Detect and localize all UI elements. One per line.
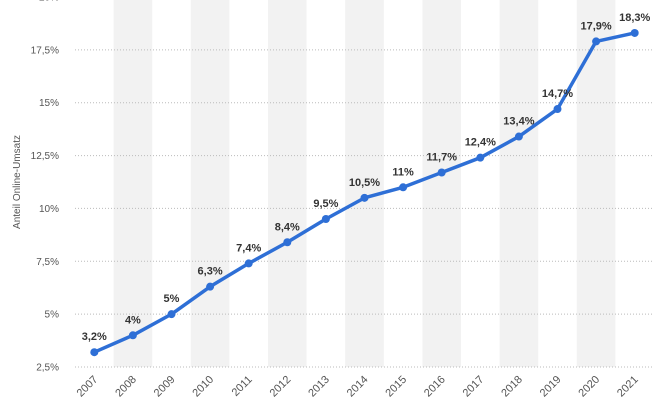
data-label: 10,5%	[349, 177, 380, 189]
column-bands	[113, 0, 616, 367]
x-tick-label: 2021	[615, 374, 641, 400]
data-point	[399, 183, 408, 192]
data-points	[90, 28, 639, 357]
y-tick-label: 17,5%	[31, 45, 59, 56]
data-point	[592, 37, 601, 46]
x-tick-label: 2018	[499, 374, 525, 400]
data-point	[90, 348, 99, 357]
x-tick-label: 2008	[113, 374, 139, 400]
data-label: 8,4%	[275, 221, 300, 233]
column-band	[422, 0, 461, 367]
y-tick-label: 7,5%	[36, 257, 59, 268]
column-band	[113, 0, 153, 367]
data-point	[553, 105, 562, 114]
x-axis-ticks: 2007 2008 2009 2010 2011 2012 2013 2014 2015 2016…	[75, 374, 641, 400]
data-label: 5%	[164, 293, 180, 305]
x-tick-label: 2012	[268, 374, 294, 400]
y-tick-label: 10%	[39, 204, 59, 215]
x-tick-label: 2019	[538, 374, 564, 400]
data-label: 3,2%	[82, 331, 107, 343]
data-point	[630, 28, 639, 37]
y-tick-label: 15%	[39, 98, 59, 109]
data-point	[321, 215, 330, 223]
x-tick-label: 2010	[190, 374, 216, 400]
y-tick-label: 12,5%	[31, 151, 59, 162]
data-point	[128, 331, 137, 340]
y-tick-label: 2,5%	[36, 363, 59, 374]
x-tick-label: 2007	[75, 374, 101, 400]
column-band	[268, 0, 307, 367]
x-tick-label: 2013	[306, 374, 332, 400]
x-tick-label: 2020	[576, 374, 602, 400]
data-label: 4%	[125, 314, 141, 326]
y-axis-title: Anteil Online-Umsatz	[12, 135, 23, 229]
data-label: 7,4%	[236, 242, 261, 254]
y-axis-ticks: 2,5% 5% 7,5% 10% 12,5% 15% 17,5% 20%	[31, 0, 59, 374]
x-tick-label: 2009	[152, 374, 178, 400]
data-point	[283, 238, 292, 247]
data-label: 11,7%	[426, 151, 457, 163]
data-label: 13,4%	[503, 116, 534, 128]
column-band	[190, 0, 230, 367]
data-point	[206, 282, 215, 291]
y-tick-label: 20%	[39, 0, 59, 4]
data-label: 11%	[392, 166, 414, 178]
data-point	[514, 132, 523, 141]
data-label: 18,3%	[619, 12, 650, 24]
data-label: 14,7%	[542, 88, 573, 100]
x-tick-label: 2017	[461, 374, 487, 400]
x-tick-label: 2011	[230, 374, 255, 399]
column-band	[576, 0, 616, 367]
data-point	[244, 259, 253, 268]
data-label: 9,5%	[313, 198, 338, 210]
data-label: 6,3%	[198, 266, 223, 278]
data-label: 12,4%	[465, 137, 496, 149]
x-tick-label: 2015	[383, 374, 409, 400]
data-point	[437, 168, 446, 177]
data-label: 17,9%	[580, 20, 611, 32]
x-tick-label: 2016	[422, 374, 448, 400]
data-labels: 3,2% 4% 5% 6,3% 7,4% 8,4% 9,5% 10,5% 11% 11,7% 12,…	[82, 12, 651, 343]
y-tick-label: 5%	[45, 310, 60, 321]
data-point	[476, 153, 485, 162]
data-point	[360, 193, 369, 202]
data-point	[167, 310, 176, 319]
x-tick-label: 2014	[345, 374, 371, 400]
column-band	[345, 0, 384, 367]
column-band	[499, 0, 539, 367]
